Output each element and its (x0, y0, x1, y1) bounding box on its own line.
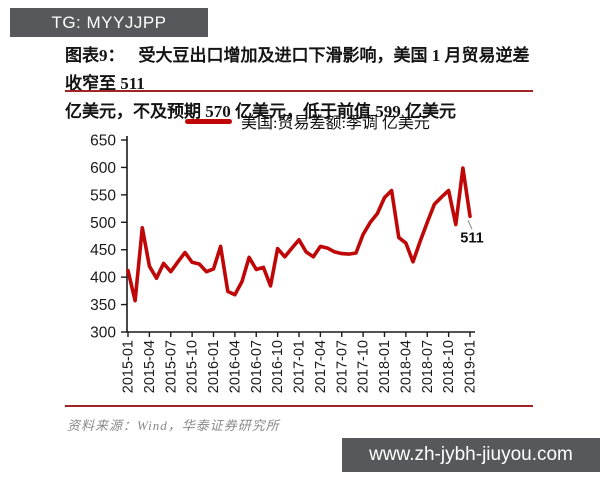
x-tick-label: 2018-01 (377, 340, 393, 393)
x-tick-label: 2017-01 (292, 340, 308, 393)
x-tick-label: 2016-01 (206, 340, 222, 393)
x-tick-label: 2015-01 (121, 340, 137, 393)
figure-title-line1: 图表9： 受大豆出口增加及进口下滑影响，美国 1 月贸易逆差收窄至 511 (65, 42, 539, 98)
legend-label: 美国:贸易差额:季调 亿美元 (241, 115, 430, 132)
x-tick-label: 2018-10 (441, 340, 457, 393)
website-url: www.zh-jybh-jiuyou.com (369, 444, 573, 465)
annotation-value-label: 511 (460, 230, 483, 246)
y-tick-label: 450 (90, 242, 116, 259)
legend-line-marker (185, 118, 232, 124)
x-tick-label: 2015-10 (185, 340, 201, 393)
figure-number-label: 图表9： (65, 46, 125, 65)
annotation-leader-line (467, 220, 473, 230)
watermark-badge-label: TG: MYYJJPP (51, 12, 167, 32)
x-tick-label: 2015-04 (142, 340, 158, 393)
trade-balance-series-line (126, 166, 472, 303)
x-tick-label: 2016-10 (270, 340, 286, 393)
y-axis: 300 350 400 450 500 550 600 650 (90, 133, 127, 342)
x-tick-label: 2017-04 (313, 340, 329, 393)
figure-title-text1: 受大豆出口增加及进口下滑影响，美国 1 月贸易逆差收窄至 511 (65, 46, 530, 93)
x-axis: 2015-01 2015-04 2015-07 2015-10 2016-01 2016-… (121, 332, 479, 393)
x-tick-label: 2016-04 (227, 340, 243, 393)
x-tick-label: 2017-10 (356, 340, 372, 393)
title-underline (65, 90, 533, 92)
figure-title: 图表9： 受大豆出口增加及进口下滑影响，美国 1 月贸易逆差收窄至 511 亿美元… (65, 42, 539, 126)
website-bar: www.zh-jybh-jiuyou.com (342, 438, 600, 472)
x-tick-label: 2016-07 (249, 340, 265, 393)
x-tick-label: 2018-04 (398, 340, 414, 393)
x-tick-label: 2015-07 (163, 340, 179, 393)
footer-rule (65, 405, 533, 407)
last-value-annotation: 511 (460, 220, 484, 246)
watermark-badge: TG: MYYJJPP (10, 8, 208, 37)
y-tick-label: 600 (90, 160, 116, 177)
y-tick-label: 650 (90, 133, 116, 150)
figure-title-line2: 亿美元，不及预期 570 亿美元，低于前值 599 亿美元 (65, 102, 456, 121)
x-tick-label: 2019-01 (463, 340, 479, 393)
y-tick-label: 550 (90, 187, 116, 204)
y-tick-label: 350 (90, 297, 116, 314)
y-tick-label: 400 (90, 270, 116, 287)
y-tick-label: 300 (90, 325, 116, 342)
x-tick-label: 2018-07 (420, 340, 436, 393)
y-tick-label: 500 (90, 215, 116, 232)
chart-legend: 美国:贸易差额:季调 亿美元 (185, 112, 430, 132)
data-source-note: 资料来源：Wind，华泰证券研究所 (67, 418, 280, 433)
x-tick-label: 2017-07 (334, 340, 350, 393)
